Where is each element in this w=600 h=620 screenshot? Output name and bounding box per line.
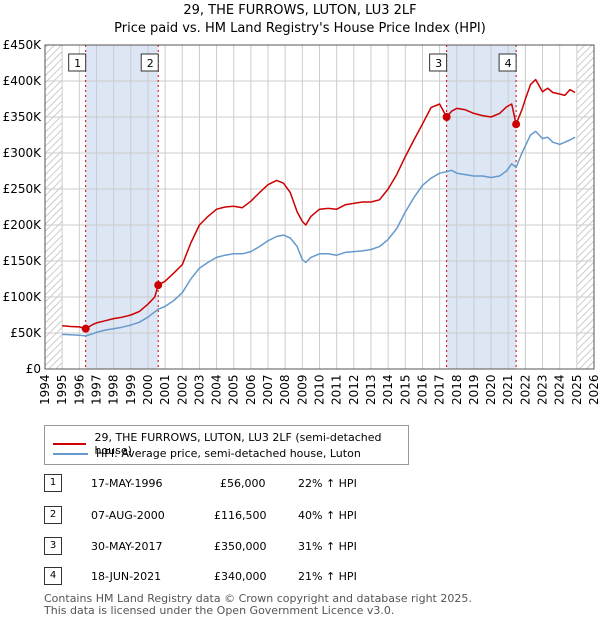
sale-label-number: 4 [505, 57, 512, 70]
x-tick-label: 2019 [467, 374, 481, 405]
sale-row: 1 17-MAY-1996 £56,000 22% ↑ HPI [44, 474, 564, 494]
no-data-hatch [45, 45, 63, 369]
legend-swatch-property [53, 443, 87, 445]
sale-point [442, 113, 451, 121]
x-tick-label: 2005 [227, 374, 241, 405]
legend-label-property: 29, THE FURROWS, LUTON, LU3 2LF (semi-de… [94, 431, 382, 457]
legend: 29, THE FURROWS, LUTON, LU3 2LF (semi-de… [44, 425, 409, 465]
x-tick-label: 2015 [398, 374, 412, 405]
sale-row: 2 07-AUG-2000 £116,500 40% ↑ HPI [44, 506, 564, 526]
y-tick-label: £200K [3, 218, 43, 232]
y-tick-label: £450K [3, 38, 43, 52]
sale-label-box [498, 53, 517, 72]
y-tick-label: £250K [3, 182, 43, 196]
x-tick-label: 1996 [72, 374, 86, 405]
x-tick-label: 2021 [501, 374, 515, 405]
sale-hpi-change: 31% ↑ HPI [298, 540, 357, 553]
x-tick-label: 2012 [347, 374, 361, 405]
x-tick-label: 2006 [244, 374, 258, 405]
legend-item-property: 29, THE FURROWS, LUTON, LU3 2LF (semi-de… [53, 431, 408, 457]
sale-label-box [429, 53, 448, 72]
x-tick-label: 2007 [261, 374, 275, 405]
sale-date: 17-MAY-1996 [91, 477, 163, 490]
y-tick-label: £300K [3, 146, 43, 160]
ownership-shade [446, 45, 517, 369]
sale-label-number: 1 [74, 57, 81, 70]
y-tick-label: £50K [10, 326, 42, 340]
x-tick-label: 2004 [210, 374, 224, 405]
sale-label-box [140, 53, 159, 72]
legend-label-hpi: HPI: Average price, semi-detached house,… [96, 447, 361, 460]
x-tick-label: 2010 [313, 374, 327, 405]
x-tick-label: 2017 [433, 374, 447, 405]
sale-price: £350,000 [214, 540, 267, 553]
x-tick-label: 2026 [587, 374, 600, 405]
sale-date: 30-MAY-2017 [91, 540, 163, 553]
x-tick-label: 2020 [484, 374, 498, 405]
sale-price: £116,500 [214, 509, 267, 522]
hpi-line [62, 130, 576, 337]
x-tick-label: 2009 [295, 374, 309, 405]
x-tick-label: 2013 [364, 374, 378, 405]
legend-item-hpi: HPI: Average price, semi-detached house,… [53, 447, 361, 460]
sale-point [81, 324, 90, 333]
property-price-line [62, 78, 576, 330]
sale-date: 07-AUG-2000 [91, 509, 165, 522]
y-tick-label: £0 [26, 362, 41, 376]
x-tick-label: 2016 [415, 374, 429, 405]
x-tick-label: 1997 [89, 374, 103, 405]
x-tick-label: 1995 [55, 374, 69, 405]
sale-row: 4 18-JUN-2021 £340,000 21% ↑ HPI [44, 567, 564, 587]
plot-border [44, 44, 595, 370]
sale-badge: 2 [44, 506, 62, 524]
x-tick-label: 1998 [107, 374, 121, 405]
sale-hpi-change: 40% ↑ HPI [298, 509, 357, 522]
sale-hpi-change: 22% ↑ HPI [298, 477, 357, 490]
sale-label-number: 2 [147, 57, 154, 70]
x-tick-label: 2002 [175, 374, 189, 405]
sale-point [154, 281, 163, 290]
ownership-shade [85, 45, 159, 369]
sale-row: 3 30-MAY-2017 £350,000 31% ↑ HPI [44, 537, 564, 557]
footer-copyright: Contains HM Land Registry data © Crown c… [44, 592, 472, 605]
y-tick-label: £100K [3, 290, 43, 304]
x-tick-label: 1994 [38, 374, 52, 405]
sale-hpi-change: 21% ↑ HPI [298, 570, 357, 583]
sale-label-box [68, 53, 87, 72]
x-tick-label: 2024 [553, 374, 567, 405]
price-chart: £0 £50K £100K £150K £200K £250K £300K £350K £400… [3, 38, 600, 405]
footer-licence: This data is licensed under the Open Gov… [44, 604, 395, 617]
x-tick-label: 2018 [450, 374, 464, 405]
x-tick-label: 2023 [536, 374, 550, 405]
legend-swatch-hpi [53, 452, 88, 455]
x-tick-label: 1999 [124, 374, 138, 405]
sale-point [512, 120, 521, 129]
y-tick-label: £150K [3, 254, 43, 268]
x-tick-label: 2014 [381, 374, 395, 405]
x-tick-label: 2022 [518, 374, 532, 405]
chart-title: 29, THE FURROWS, LUTON, LU3 2LF [183, 3, 417, 18]
sale-badge: 4 [44, 567, 62, 585]
sale-price: £340,000 [214, 570, 267, 583]
x-tick-label: 2011 [330, 374, 344, 405]
sale-badge: 1 [44, 474, 62, 492]
sale-badge: 3 [44, 537, 62, 555]
sale-label-number: 3 [435, 57, 442, 70]
x-tick-label: 2025 [570, 374, 584, 405]
y-tick-label: £400K [3, 74, 43, 88]
y-tick-label: £350K [3, 110, 43, 124]
x-tick-label: 2003 [192, 374, 206, 405]
x-tick-label: 2000 [141, 374, 155, 405]
no-data-hatch [576, 45, 594, 369]
sale-date: 18-JUN-2021 [91, 570, 162, 583]
x-tick-label: 2001 [158, 374, 172, 405]
sale-price: £56,000 [220, 477, 266, 490]
chart-subtitle: Price paid vs. HM Land Registry's House … [114, 21, 486, 36]
x-tick-label: 2008 [278, 374, 292, 405]
